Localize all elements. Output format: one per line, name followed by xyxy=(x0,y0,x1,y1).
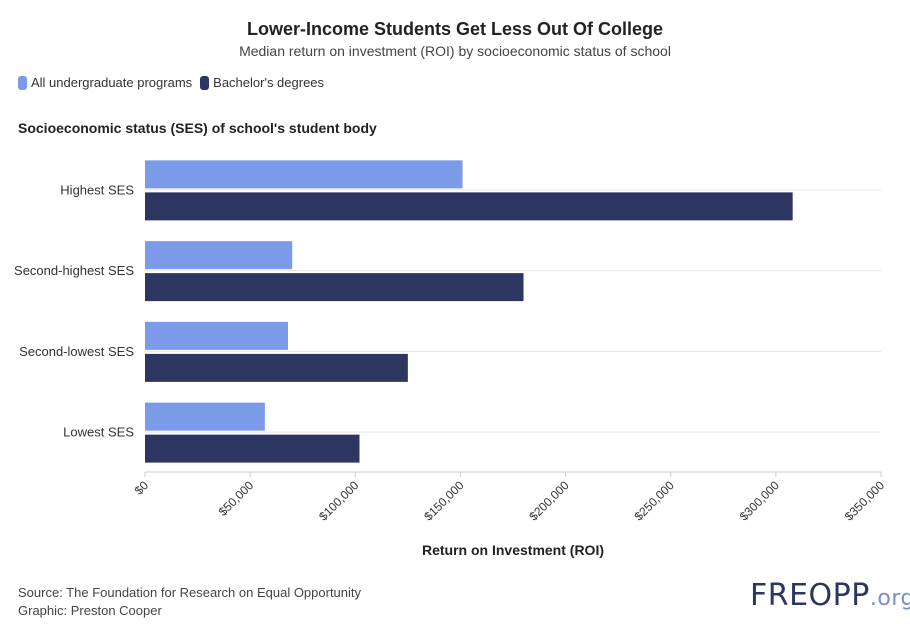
bar-all-undergrad xyxy=(145,241,293,270)
legend-swatch-bachelors xyxy=(200,75,210,90)
bar-bachelors xyxy=(145,192,793,221)
y-tick-label: Highest SES xyxy=(60,182,134,197)
x-tick-label: $100,000 xyxy=(316,478,362,524)
legend-item-bachelors[interactable]: Bachelor's degrees xyxy=(200,75,324,90)
source-note: Source: The Foundation for Research on E… xyxy=(18,584,361,620)
legend-item-all-undergrad[interactable]: All undergraduate programs xyxy=(18,75,192,90)
graphic-credit: Graphic: Preston Cooper xyxy=(18,603,162,618)
x-axis-title: Return on Investment (ROI) xyxy=(421,542,604,558)
bar-all-undergrad xyxy=(145,160,463,189)
legend-label-all-undergrad: All undergraduate programs xyxy=(31,75,193,90)
logo-main: FREOPP xyxy=(750,578,870,613)
y-tick-label: Second-highest SES xyxy=(14,263,134,278)
chart-subtitle: Median return on investment (ROI) by soc… xyxy=(239,43,671,59)
y-tick-label: Second-lowest SES xyxy=(19,344,134,359)
bar-bachelors xyxy=(145,353,408,382)
x-tick-label: $0 xyxy=(132,478,152,498)
bar-all-undergrad xyxy=(145,402,265,431)
x-tick-label: $350,000 xyxy=(842,478,888,524)
y-tick-label: Lowest SES xyxy=(63,425,134,440)
bar-all-undergrad xyxy=(145,321,288,350)
bar-bachelors xyxy=(145,273,524,302)
legend-label-bachelors: Bachelor's degrees xyxy=(213,75,325,90)
x-tick-label: $150,000 xyxy=(421,478,467,524)
bar-bachelors xyxy=(145,434,360,463)
legend: All undergraduate programs Bachelor's de… xyxy=(18,75,332,90)
freopp-logo: FREOPP.org xyxy=(750,578,910,613)
y-axis-title: Socioeconomic status (SES) of school's s… xyxy=(18,120,377,136)
x-tick-label: $50,000 xyxy=(216,478,257,519)
logo-suffix: .org xyxy=(869,586,910,611)
x-tick-label: $200,000 xyxy=(526,478,572,524)
legend-swatch-all-undergrad xyxy=(18,75,27,90)
chart-title: Lower-Income Students Get Less Out Of Co… xyxy=(246,19,664,39)
x-tick-label: $300,000 xyxy=(737,478,783,524)
x-tick-label: $250,000 xyxy=(632,478,678,524)
source-line: Source: The Foundation for Research on E… xyxy=(18,585,362,600)
